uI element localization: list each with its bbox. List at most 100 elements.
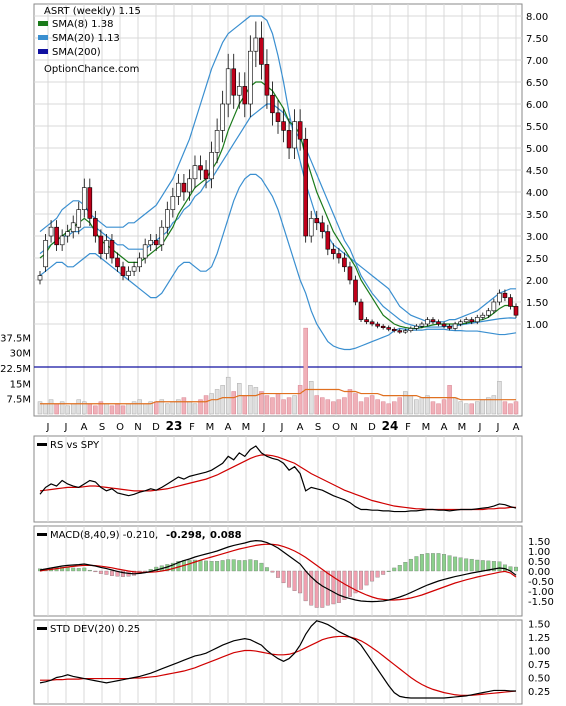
- candle-body: [225, 68, 231, 105]
- price-tick-label: 3.00: [526, 232, 548, 243]
- volume-bar: [486, 397, 491, 415]
- candle-body: [419, 323, 425, 327]
- candle-body: [48, 226, 54, 237]
- rs-title: RS vs SPY: [50, 440, 100, 451]
- volume-bar: [148, 401, 153, 415]
- x-tick-label: M: [206, 422, 215, 433]
- candle-body: [236, 86, 242, 96]
- macd-histogram-bar: [414, 556, 419, 572]
- candle-body: [137, 257, 142, 268]
- x-tick-label: F: [189, 422, 195, 433]
- volume-bar: [469, 403, 474, 415]
- x-tick-label: O: [116, 422, 124, 433]
- candle-body: [469, 319, 475, 323]
- volume-bar: [513, 401, 519, 415]
- std-panel-frame: [33, 619, 523, 705]
- candle-body: [447, 325, 452, 329]
- candle-body: [109, 240, 115, 259]
- macd-histogram-bar: [187, 560, 192, 572]
- volume-bar: [142, 403, 148, 415]
- std-dev-line: [39, 620, 516, 699]
- volume-bar: [452, 397, 458, 415]
- volume-bar: [391, 401, 397, 415]
- rs-average-line: [39, 454, 516, 511]
- macd-tick-label: -1.00: [528, 587, 554, 598]
- volume-bar: [264, 395, 270, 415]
- bollinger-lower-line: [39, 173, 517, 351]
- macd-histogram-bar: [253, 560, 258, 572]
- macd-histogram-bar: [242, 560, 247, 572]
- volume-bar: [214, 389, 220, 415]
- volume-tick-label: 22.5M: [0, 364, 31, 375]
- volume-bar: [502, 401, 508, 415]
- candle-body: [198, 165, 203, 171]
- volume-bar: [93, 405, 98, 415]
- volume-bar: [181, 397, 187, 415]
- volume-bar: [436, 403, 441, 415]
- macd-tick-label: 1.00: [528, 547, 550, 558]
- macd-histogram-bar: [475, 559, 480, 572]
- volume-bar: [308, 381, 314, 415]
- candle-body: [513, 306, 519, 316]
- candle-body: [176, 182, 181, 197]
- macd-histogram-bar: [480, 560, 485, 572]
- macd-histogram-bar: [348, 570, 352, 597]
- macd-histogram-bar: [121, 570, 125, 577]
- price-tick-label: 1.00: [526, 320, 548, 331]
- candle-body: [93, 218, 98, 237]
- macd-histogram-bar: [276, 570, 280, 578]
- candle-body: [286, 130, 292, 149]
- macd-histogram-bar: [248, 559, 253, 572]
- macd-legend-swatch: [37, 533, 47, 536]
- macd-histogram-bar: [431, 553, 435, 572]
- volume-bar: [475, 401, 480, 415]
- volume-bar: [137, 399, 142, 415]
- candle-body: [480, 314, 486, 318]
- candle-body: [81, 187, 87, 210]
- x-tick-label: O: [332, 422, 340, 433]
- candle-body: [142, 244, 148, 259]
- macd-histogram-bar: [453, 556, 458, 572]
- volume-bar: [430, 401, 436, 415]
- x-tick-label: A: [81, 422, 88, 433]
- sma200-legend-label: SMA(200): [52, 47, 101, 58]
- x-tick-label: F: [405, 422, 411, 433]
- volume-bar: [253, 387, 259, 415]
- candle-body: [292, 121, 297, 149]
- macd-histogram-bar: [204, 560, 208, 572]
- rs-panel-frame: [33, 435, 523, 523]
- macd-title: MACD(8,40,9) -0.210,: [50, 530, 158, 541]
- x-tick-label: A: [513, 422, 520, 433]
- candle-body: [220, 103, 225, 131]
- candle-body: [358, 301, 364, 320]
- macd-histogram-bar: [486, 560, 491, 572]
- sma8-legend-swatch: [38, 21, 48, 26]
- macd-tick-label: 0.00: [528, 567, 550, 578]
- std-legend-swatch: [37, 627, 47, 630]
- macd-histogram-bar: [436, 553, 441, 572]
- volume-bar: [87, 403, 93, 415]
- volume-bar: [342, 397, 347, 415]
- volume-bar: [275, 393, 281, 415]
- candle-body: [148, 240, 153, 246]
- macd-histogram-bar: [314, 570, 319, 608]
- macd-histogram-bar: [259, 562, 264, 572]
- volume-bar: [364, 397, 369, 415]
- candle-body: [486, 310, 491, 316]
- volume-bar: [248, 385, 253, 415]
- macd-histogram-bar: [87, 569, 92, 572]
- volume-bar: [65, 405, 70, 415]
- macd-tick-label: 0.50: [528, 557, 550, 568]
- volume-bar: [192, 403, 198, 415]
- macd-histogram-bar: [331, 570, 336, 605]
- macd-histogram-bar: [287, 570, 292, 588]
- macd-histogram-bar: [93, 570, 98, 573]
- volume-bar: [153, 401, 159, 415]
- x-tick-label: 24: [382, 419, 399, 433]
- candle-body: [463, 319, 469, 323]
- macd-histogram-bar: [110, 570, 114, 576]
- std-average-line: [40, 635, 517, 696]
- macd-panel-frame: [33, 525, 523, 617]
- candle-body: [452, 323, 458, 329]
